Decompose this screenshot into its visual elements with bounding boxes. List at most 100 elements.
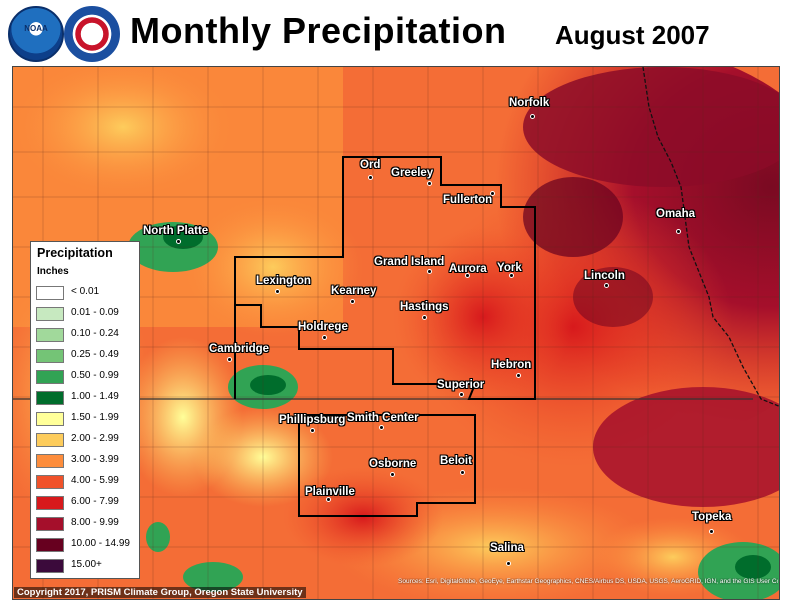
city-label-holdrege: Holdrege — [298, 321, 348, 333]
city-marker-ord — [368, 175, 373, 180]
legend-row: 0.25 - 0.49 — [36, 347, 140, 364]
legend-row: 15.00+ — [36, 557, 140, 574]
city-marker-north-platte — [176, 239, 181, 244]
legend-label: 10.00 - 14.99 — [71, 538, 130, 549]
copyright-text: Copyright 2017, PRISM Climate Group, Ore… — [14, 587, 306, 598]
city-label-north-platte: North Platte — [143, 225, 209, 237]
city-marker-fullerton — [490, 191, 495, 196]
legend-swatch — [36, 391, 64, 405]
city-marker-omaha — [676, 229, 681, 234]
city-marker-lincoln — [604, 283, 609, 288]
noaa-logo-text: NOAA — [24, 24, 48, 33]
header: NOAA Monthly Precipitation August 2007 — [0, 0, 792, 66]
legend-label: 0.25 - 0.49 — [71, 349, 119, 360]
legend-row: 0.01 - 0.09 — [36, 305, 140, 322]
legend-swatch — [36, 307, 64, 321]
city-label-cambridge: Cambridge — [209, 343, 270, 355]
legend-swatch — [36, 412, 64, 426]
legend-label: 6.00 - 7.99 — [71, 496, 119, 507]
city-marker-smith-center — [379, 425, 384, 430]
city-label-superior: Superior — [437, 379, 485, 391]
legend-unit: Inches — [37, 266, 69, 277]
city-marker-norfolk — [530, 114, 535, 119]
legend-label: 0.10 - 0.24 — [71, 328, 119, 339]
city-marker-grand-island — [427, 269, 432, 274]
legend-swatch — [36, 496, 64, 510]
city-label-greeley: Greeley — [391, 167, 434, 179]
precipitation-legend: Precipitation Inches < 0.01 0.01 - 0.09 0.… — [30, 241, 140, 579]
city-label-kearney: Kearney — [331, 285, 377, 297]
city-label-omaha: Omaha — [656, 208, 695, 220]
city-label-hebron: Hebron — [491, 359, 532, 371]
legend-row: 10.00 - 14.99 — [36, 536, 140, 553]
city-label-fullerton: Fullerton — [443, 194, 493, 206]
city-marker-superior — [459, 392, 464, 397]
legend-label: 2.00 - 2.99 — [71, 433, 119, 444]
legend-swatch — [36, 475, 64, 489]
city-marker-beloit — [460, 470, 465, 475]
legend-row: < 0.01 — [36, 284, 140, 301]
city-marker-hastings — [422, 315, 427, 320]
city-marker-phillipsburg — [310, 428, 315, 433]
map-period: August 2007 — [555, 20, 710, 50]
city-label-salina: Salina — [490, 542, 524, 554]
city-marker-aurora — [465, 273, 470, 278]
legend-swatch — [36, 328, 64, 342]
city-marker-lexington — [275, 289, 280, 294]
city-marker-plainville — [326, 497, 331, 502]
legend-label: 0.01 - 0.09 — [71, 307, 119, 318]
legend-swatch — [36, 286, 64, 300]
nws-logo — [64, 6, 120, 62]
legend-row: 8.00 - 9.99 — [36, 515, 140, 532]
city-label-phillipsburg: Phillipsburg — [279, 414, 346, 426]
legend-row: 6.00 - 7.99 — [36, 494, 140, 511]
legend-row: 0.50 - 0.99 — [36, 368, 140, 385]
city-marker-hebron — [516, 373, 521, 378]
city-label-lexington: Lexington — [256, 275, 311, 287]
city-marker-cambridge — [227, 357, 232, 362]
legend-row: 1.00 - 1.49 — [36, 389, 140, 406]
city-marker-osborne — [390, 472, 395, 477]
city-label-grand-island: Grand Island — [374, 256, 445, 268]
legend-label: < 0.01 — [71, 286, 100, 297]
city-label-beloit: Beloit — [440, 455, 472, 467]
city-label-plainville: Plainville — [305, 486, 355, 498]
legend-swatch — [36, 370, 64, 384]
legend-swatch — [36, 559, 64, 573]
legend-row: 2.00 - 2.99 — [36, 431, 140, 448]
legend-label: 15.00+ — [71, 559, 102, 570]
city-label-ord: Ord — [360, 159, 381, 171]
legend-row: 4.00 - 5.99 — [36, 473, 140, 490]
city-label-york: York — [497, 262, 522, 274]
map-title: Monthly Precipitation — [130, 10, 507, 51]
legend-swatch — [36, 454, 64, 468]
city-label-smith-center: Smith Center — [347, 412, 419, 424]
city-marker-salina — [506, 561, 511, 566]
legend-label: 4.00 - 5.99 — [71, 475, 119, 486]
legend-title: Precipitation — [37, 246, 113, 260]
legend-swatch — [36, 433, 64, 447]
city-label-osborne: Osborne — [369, 458, 417, 470]
city-marker-topeka — [709, 529, 714, 534]
city-marker-holdrege — [322, 335, 327, 340]
city-label-lincoln: Lincoln — [584, 270, 625, 282]
legend-row: 1.50 - 1.99 — [36, 410, 140, 427]
legend-label: 8.00 - 9.99 — [71, 517, 119, 528]
noaa-logo: NOAA — [8, 6, 64, 62]
legend-label: 1.00 - 1.49 — [71, 391, 119, 402]
legend-row: 3.00 - 3.99 — [36, 452, 140, 469]
city-marker-greeley — [427, 181, 432, 186]
legend-swatch — [36, 349, 64, 363]
city-label-norfolk: Norfolk — [509, 97, 550, 109]
map-sources-text: Sources: Esri, DigitalGlobe, GeoEye, Ear… — [398, 578, 778, 585]
city-label-topeka: Topeka — [692, 511, 732, 523]
city-label-aurora: Aurora — [449, 263, 487, 275]
legend-label: 1.50 - 1.99 — [71, 412, 119, 423]
legend-label: 0.50 - 0.99 — [71, 370, 119, 381]
legend-row: 0.10 - 0.24 — [36, 326, 140, 343]
city-label-hastings: Hastings — [400, 301, 449, 313]
legend-swatch — [36, 517, 64, 531]
city-marker-kearney — [350, 299, 355, 304]
legend-label: 3.00 - 3.99 — [71, 454, 119, 465]
legend-swatch — [36, 538, 64, 552]
